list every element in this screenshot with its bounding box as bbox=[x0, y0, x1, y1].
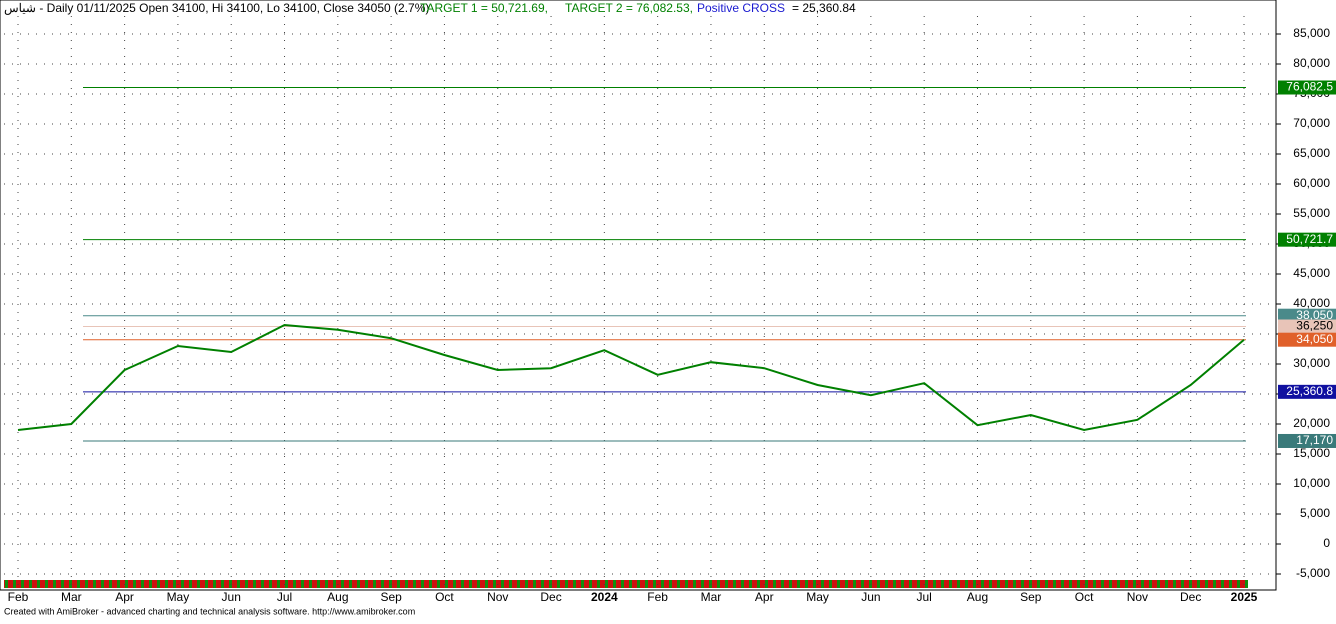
level-tag: 34,050 bbox=[1278, 332, 1336, 347]
x-tick-label: Feb bbox=[8, 590, 29, 604]
x-tick-label: Jun bbox=[222, 590, 241, 604]
level-tag-label: 17,170 bbox=[1296, 433, 1333, 447]
level-tag: 25,360.8 bbox=[1278, 384, 1336, 399]
x-tick-label: Mar bbox=[61, 590, 82, 604]
footer: Created with AmiBroker - advanced charti… bbox=[4, 606, 415, 616]
level-tag: 76,082.5 bbox=[1278, 80, 1336, 95]
x-tick-label: Sep bbox=[1020, 590, 1042, 604]
target2: TARGET 2 = 76,082.53, bbox=[565, 1, 693, 15]
cross-value: = 25,360.84 bbox=[792, 1, 856, 15]
level-tag-bg bbox=[1278, 384, 1336, 399]
y-tick-label: 80,000 bbox=[1293, 56, 1330, 70]
level-tag-bg bbox=[1278, 232, 1336, 247]
x-tick-label: Oct bbox=[1075, 590, 1094, 604]
y-tick-label: 85,000 bbox=[1293, 26, 1330, 40]
y-tick-label: 0 bbox=[1323, 536, 1330, 550]
plot-frame bbox=[0, 0, 1277, 591]
x-tick-label: Apr bbox=[755, 590, 774, 604]
level-tag: 36,250 bbox=[1278, 319, 1336, 334]
y-tick-label: 45,000 bbox=[1293, 266, 1330, 280]
y-tick-label: 30,000 bbox=[1293, 356, 1330, 370]
x-tick-label: Jun bbox=[861, 590, 880, 604]
level-tag-bg bbox=[1278, 80, 1336, 95]
y-tick-label: 70,000 bbox=[1293, 116, 1330, 130]
level-tag: 38,050 bbox=[1278, 308, 1336, 323]
y-tick-label: 20,000 bbox=[1293, 416, 1330, 430]
x-tick-label: Feb bbox=[647, 590, 668, 604]
cross-label: Positive CROSS bbox=[697, 1, 785, 15]
level-tag-bg bbox=[1278, 433, 1336, 448]
y-tick-label: 40,000 bbox=[1293, 296, 1330, 310]
target1: TARGET 1 = 50,721.69, bbox=[420, 1, 548, 15]
x-tick-label: Dec bbox=[540, 590, 561, 604]
level-tag-label: 38,050 bbox=[1296, 308, 1333, 322]
x-tick-label: Sep bbox=[380, 590, 402, 604]
x-tick-label: Dec bbox=[1180, 590, 1201, 604]
price-line bbox=[17, 323, 1245, 432]
x-tick-label: 2025 bbox=[1231, 590, 1258, 604]
chart-title: شياس - Daily 01/11/2025 Open 34100, Hi 3… bbox=[4, 1, 429, 15]
level-tag-label: 25,360.8 bbox=[1286, 384, 1333, 398]
level-tag-label: 34,050 bbox=[1296, 332, 1333, 346]
y-tick-label: -5,000 bbox=[1296, 566, 1330, 580]
x-tick-label: Aug bbox=[967, 590, 988, 604]
y-tick-label: 5,000 bbox=[1300, 506, 1330, 520]
y-tick-label: 60,000 bbox=[1293, 176, 1330, 190]
level-tag-bg bbox=[1278, 308, 1336, 323]
signal-strip bbox=[4, 580, 1248, 588]
y-tick-label: 55,000 bbox=[1293, 206, 1330, 220]
level-tag-label: 36,250 bbox=[1296, 319, 1333, 333]
x-tick-label: Nov bbox=[1127, 590, 1148, 604]
x-tick-label: Mar bbox=[701, 590, 722, 604]
level-tag: 50,721.7 bbox=[1278, 232, 1336, 247]
level-tag-bg bbox=[1278, 319, 1336, 334]
x-tick-label: May bbox=[167, 590, 190, 604]
y-tick-label: 15,000 bbox=[1293, 446, 1330, 460]
x-tick-label: Apr bbox=[115, 590, 134, 604]
y-tick-label: 10,000 bbox=[1293, 476, 1330, 490]
x-tick-label: 2024 bbox=[591, 590, 618, 604]
x-tick-label: Jul bbox=[917, 590, 932, 604]
level-tag-label: 76,082.5 bbox=[1286, 80, 1333, 94]
x-tick-label: Nov bbox=[487, 590, 508, 604]
level-tag-bg bbox=[1278, 332, 1336, 347]
x-tick-label: May bbox=[806, 590, 829, 604]
level-tag-label: 50,721.7 bbox=[1286, 232, 1333, 246]
x-tick-label: Jul bbox=[277, 590, 292, 604]
x-tick-label: Oct bbox=[435, 590, 454, 604]
level-tag: 17,170 bbox=[1278, 433, 1336, 448]
y-tick-label: 65,000 bbox=[1293, 146, 1330, 160]
x-tick-label: Aug bbox=[327, 590, 348, 604]
